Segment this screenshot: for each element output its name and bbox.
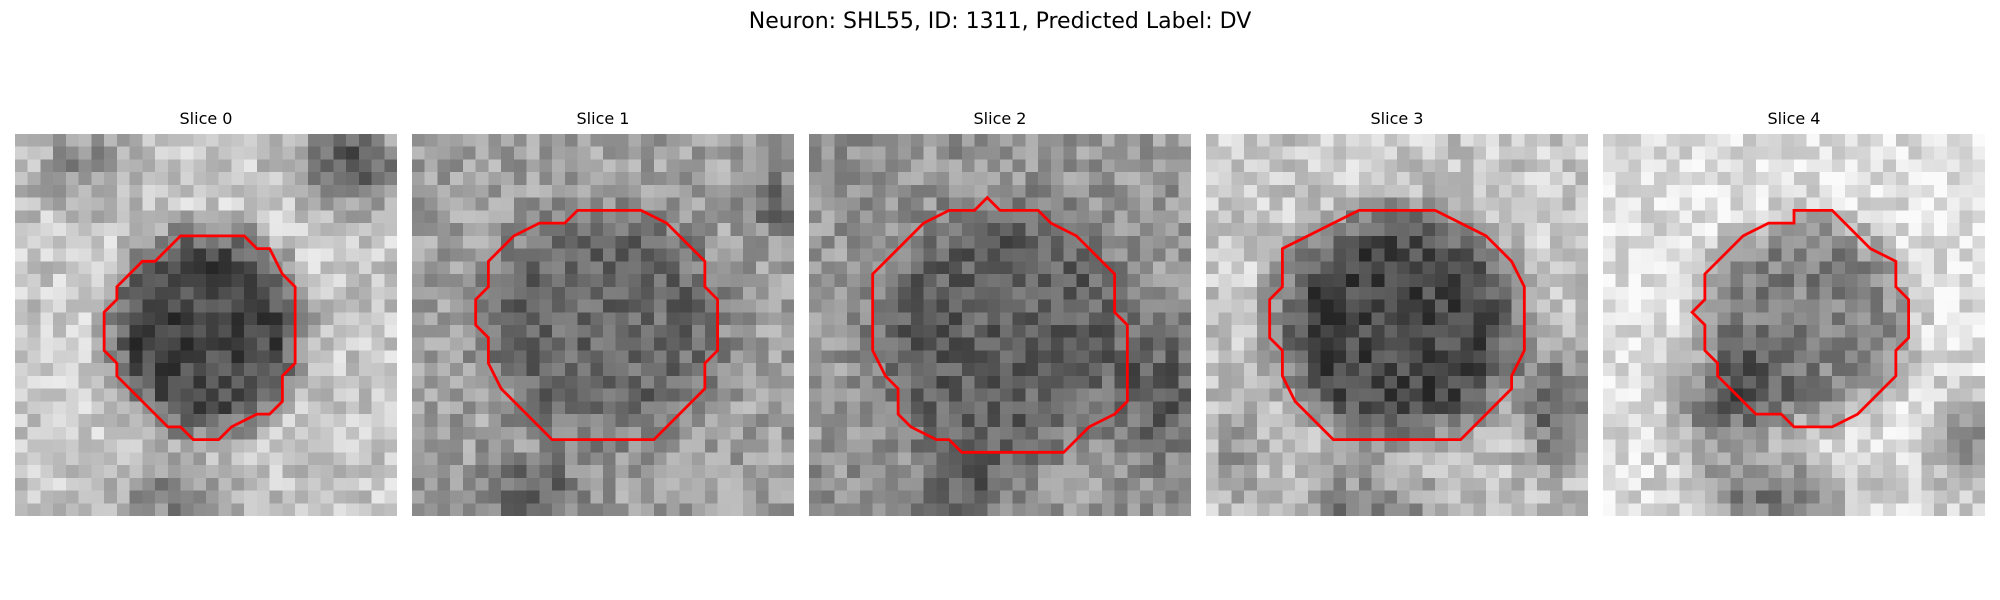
cell-contour xyxy=(871,195,1129,454)
cell-contour xyxy=(102,234,297,442)
slice-title-0: Slice 0 xyxy=(179,109,233,128)
slice-title-1: Slice 1 xyxy=(576,109,630,128)
grayscale-pixels xyxy=(15,134,397,516)
slice-image-2 xyxy=(809,134,1191,516)
cell-contour xyxy=(1268,208,1526,442)
grayscale-pixels xyxy=(1206,134,1588,516)
slice-panel-4: Slice 4 xyxy=(1603,108,1985,532)
slice-image-4 xyxy=(1603,134,1985,516)
slice-panel-0: Slice 0 xyxy=(15,108,397,532)
slice-panel-1: Slice 1 xyxy=(412,108,794,532)
slice-image-3 xyxy=(1206,134,1588,516)
slice-title-4: Slice 4 xyxy=(1767,109,1821,128)
slice-title-3: Slice 3 xyxy=(1370,109,1424,128)
grayscale-pixels xyxy=(412,134,794,516)
grayscale-pixels xyxy=(809,134,1191,516)
slice-image-0 xyxy=(15,134,397,516)
cell-contour xyxy=(474,208,720,442)
slice-panel-2: Slice 2 xyxy=(809,108,1191,532)
grayscale-pixels xyxy=(1603,134,1985,516)
cell-contour xyxy=(1690,208,1911,429)
slice-panel-3: Slice 3 xyxy=(1206,108,1588,532)
slice-image-1 xyxy=(412,134,794,516)
figure-title: Neuron: SHL55, ID: 1311, Predicted Label… xyxy=(748,9,1252,34)
slice-title-2: Slice 2 xyxy=(973,109,1027,128)
